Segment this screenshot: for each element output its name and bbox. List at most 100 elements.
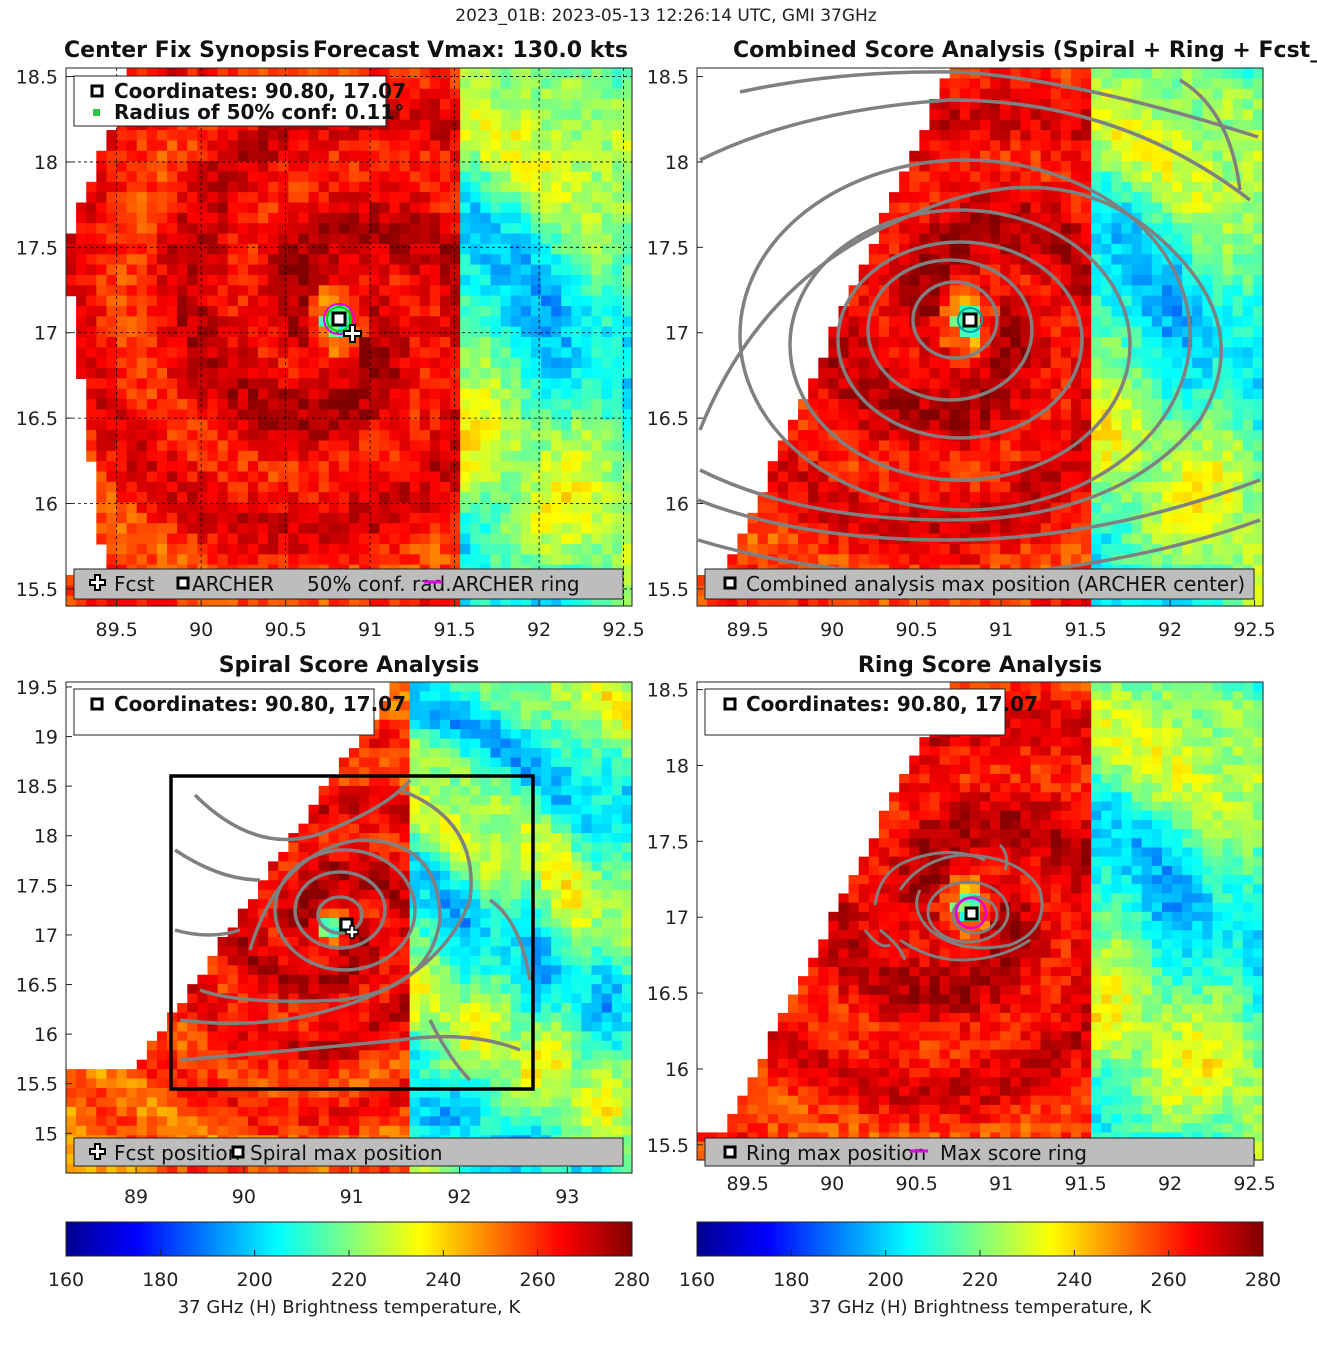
heatmap-cell xyxy=(868,254,880,266)
heatmap-cell xyxy=(288,347,300,359)
heatmap-cell xyxy=(409,357,421,369)
heatmap-cell xyxy=(1000,357,1011,369)
heatmap-cell xyxy=(551,171,562,183)
heatmap-cell xyxy=(288,523,300,535)
heatmap-cell xyxy=(106,461,118,473)
heatmap-cell xyxy=(1101,78,1112,90)
heatmap-cell xyxy=(561,212,572,224)
heatmap-cell xyxy=(409,440,421,452)
heatmap-cell xyxy=(551,212,562,224)
heatmap-cell xyxy=(359,378,370,390)
heatmap-cell xyxy=(1161,347,1173,359)
heatmap-cell xyxy=(247,140,259,152)
heatmap-cell xyxy=(1040,254,1052,266)
heatmap-cell xyxy=(601,533,613,545)
heatmap-cell xyxy=(1020,368,1032,379)
heatmap-cell xyxy=(1050,357,1062,369)
heatmap-cell xyxy=(1020,430,1032,442)
heatmap-cell xyxy=(288,512,300,524)
heatmap-cell xyxy=(1101,368,1112,379)
heatmap-cell xyxy=(551,512,562,524)
heatmap-cell xyxy=(106,378,118,390)
heatmap-cell xyxy=(838,399,850,411)
heatmap-cell xyxy=(1161,316,1173,328)
heatmap-cell xyxy=(450,388,461,400)
heatmap-cell xyxy=(1161,378,1173,390)
heatmap-cell xyxy=(561,430,572,442)
heatmap-cell xyxy=(591,78,603,90)
heatmap-cell xyxy=(1222,212,1234,224)
heatmap-cell xyxy=(899,502,910,514)
heatmap-cell xyxy=(929,492,941,504)
heatmap-cell xyxy=(980,233,991,245)
heatmap-cell xyxy=(450,461,461,473)
heatmap-cell xyxy=(510,212,522,224)
heatmap-cell xyxy=(787,492,799,504)
heatmap-cell xyxy=(980,181,991,193)
heatmap-cell xyxy=(1131,595,1143,607)
heatmap-cell xyxy=(96,492,108,504)
heatmap-cell xyxy=(510,409,522,421)
heatmap-cell xyxy=(1060,78,1072,90)
heatmap-cell xyxy=(818,450,829,462)
heatmap-cell xyxy=(520,368,532,379)
heatmap-cell xyxy=(1182,316,1193,328)
forecast-vmax-title: Forecast Vmax: 130.0 kts xyxy=(313,38,628,63)
heatmap-cell xyxy=(601,78,613,90)
heatmap-cell xyxy=(460,233,471,245)
heatmap-cell xyxy=(621,450,633,462)
heatmap-cell xyxy=(1121,130,1133,142)
heatmap-cell xyxy=(1141,171,1153,183)
heatmap-cell xyxy=(349,533,360,545)
heatmap-cell xyxy=(500,554,512,566)
heatmap-cell xyxy=(126,430,138,442)
heatmap-cell xyxy=(1000,305,1011,317)
heatmap-cell xyxy=(1212,161,1224,173)
heatmap-cell xyxy=(929,212,941,224)
heatmap-cell xyxy=(747,523,759,535)
heatmap-cell xyxy=(1202,481,1214,493)
heatmap-cell xyxy=(1010,419,1022,431)
heatmap-cell xyxy=(551,264,562,276)
heatmap-cell xyxy=(551,450,562,462)
heatmap-cell xyxy=(490,440,502,452)
heatmap-cell xyxy=(541,192,552,204)
heatmap-cell xyxy=(591,254,603,266)
heatmap-cell xyxy=(419,357,431,369)
heatmap-cell xyxy=(450,399,461,411)
heatmap-cell xyxy=(818,357,829,369)
heatmap-cell xyxy=(1202,461,1214,473)
heatmap-cell xyxy=(1161,274,1173,286)
heatmap-cell xyxy=(1020,533,1032,545)
heatmap-cell xyxy=(561,254,572,266)
heatmap-cell xyxy=(1010,264,1022,276)
heatmap-cell xyxy=(1222,337,1234,348)
heatmap-cell xyxy=(591,337,603,348)
heatmap-cell xyxy=(929,316,941,328)
heatmap-cell xyxy=(909,399,920,411)
heatmap-cell xyxy=(929,523,941,535)
heatmap-cell xyxy=(389,233,401,245)
heatmap-cell xyxy=(379,295,391,307)
heatmap-cell xyxy=(980,78,991,90)
heatmap-cell xyxy=(959,409,971,421)
heatmap-cell xyxy=(581,140,593,152)
heatmap-cell xyxy=(480,212,492,224)
heatmap-cell xyxy=(328,502,340,514)
heatmap-cell xyxy=(621,68,633,79)
heatmap-cell xyxy=(116,171,128,183)
heatmap-cell xyxy=(530,316,542,328)
heatmap-cell xyxy=(1212,130,1224,142)
heatmap-cell xyxy=(470,502,481,514)
heatmap-cell xyxy=(571,326,583,338)
heatmap-cell xyxy=(409,430,421,442)
heatmap-cell xyxy=(1111,192,1123,204)
heatmap-cell xyxy=(419,409,431,421)
heatmap-cell xyxy=(1161,88,1173,100)
heatmap-cell xyxy=(187,440,198,452)
heatmap-cell xyxy=(1131,388,1143,400)
heatmap-cell xyxy=(611,543,623,555)
heatmap-cell xyxy=(990,595,1001,607)
heatmap-cell xyxy=(389,533,401,545)
heatmap-cell xyxy=(318,243,330,255)
